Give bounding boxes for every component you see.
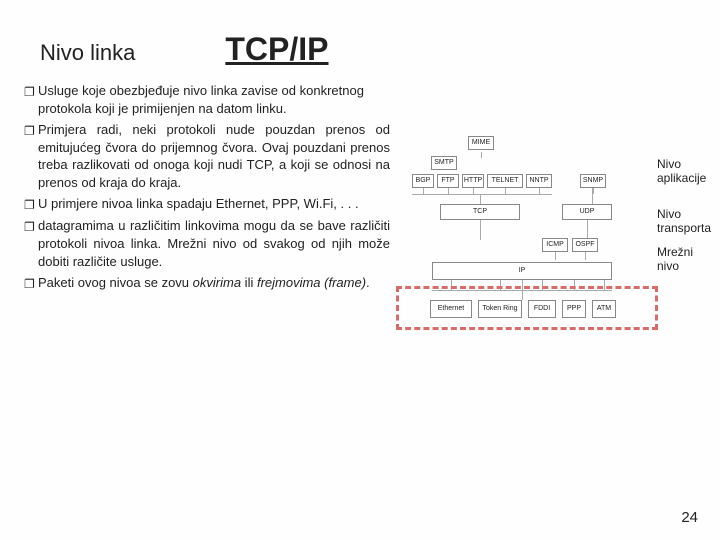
protocol-box: UDP xyxy=(562,204,612,220)
bullet-marker: ❐ xyxy=(20,274,38,292)
bullet-item: ❐datagramima u različitim linkovima mogu… xyxy=(20,217,390,270)
tcpip-stack-diagram: SMTPMIMEBGPFTPHTTPTELNETNNTPSNMPTCPUDPIC… xyxy=(402,152,652,402)
protocol-box: FTP xyxy=(437,174,459,188)
bullet-marker: ❐ xyxy=(20,195,38,213)
protocol-box: NNTP xyxy=(526,174,552,188)
layer-label: Nivotransporta xyxy=(657,207,711,235)
protocol-box: BGP xyxy=(412,174,434,188)
protocol-box: MIME xyxy=(468,136,494,150)
protocol-box: HTTP xyxy=(462,174,484,188)
bullet-text: Primjera radi, neki protokoli nude pouzd… xyxy=(38,121,390,191)
slide: Nivo linka TCP/IP ❐Usluge koje obezbjeđu… xyxy=(0,0,720,540)
link-layer-highlight xyxy=(396,286,658,330)
bullet-item: ❐Primjera radi, neki protokoli nude pouz… xyxy=(20,121,390,191)
bullet-text: datagramima u različitim linkovima mogu … xyxy=(38,217,390,270)
bullet-text: U primjere nivoa linka spadaju Ethernet,… xyxy=(38,195,390,213)
bullet-marker: ❐ xyxy=(20,82,38,117)
protocol-box: SMTP xyxy=(431,156,457,170)
bullet-text: Usluge koje obezbjeđuje nivo linka zavis… xyxy=(38,82,390,117)
diagram-column: SMTP MIME BGPFTPHTTPTELNETNNTP SNMP TCP UDP IC… xyxy=(402,82,700,402)
bullet-item: ❐Paketi ovog nivoa se zovu okvirima ili … xyxy=(20,274,390,292)
bullet-text: Paketi ovog nivoa se zovu okvirima ili f… xyxy=(38,274,390,292)
page-number: 24 xyxy=(681,509,698,526)
slide-subtitle: Nivo linka xyxy=(40,40,135,66)
protocol-box: OSPF xyxy=(572,238,598,252)
layer-label: Nivoaplikacije xyxy=(657,157,706,185)
slide-title: TCP/IP xyxy=(225,31,328,68)
text-column: ❐Usluge koje obezbjeđuje nivo linka zavi… xyxy=(20,82,390,402)
content-row: ❐Usluge koje obezbjeđuje nivo linka zavi… xyxy=(20,82,700,402)
protocol-box: SNMP xyxy=(580,174,606,188)
protocol-box: ICMP xyxy=(542,238,568,252)
header: Nivo linka TCP/IP xyxy=(20,18,700,68)
protocol-box: IP xyxy=(432,262,612,280)
layer-label: Mrežninivo xyxy=(657,245,693,273)
bullet-item: ❐U primjere nivoa linka spadaju Ethernet… xyxy=(20,195,390,213)
protocol-box: TELNET xyxy=(487,174,523,188)
bullet-item: ❐Usluge koje obezbjeđuje nivo linka zavi… xyxy=(20,82,390,117)
protocol-box: TCP xyxy=(440,204,520,220)
bullet-marker: ❐ xyxy=(20,121,38,191)
bullet-marker: ❐ xyxy=(20,217,38,270)
